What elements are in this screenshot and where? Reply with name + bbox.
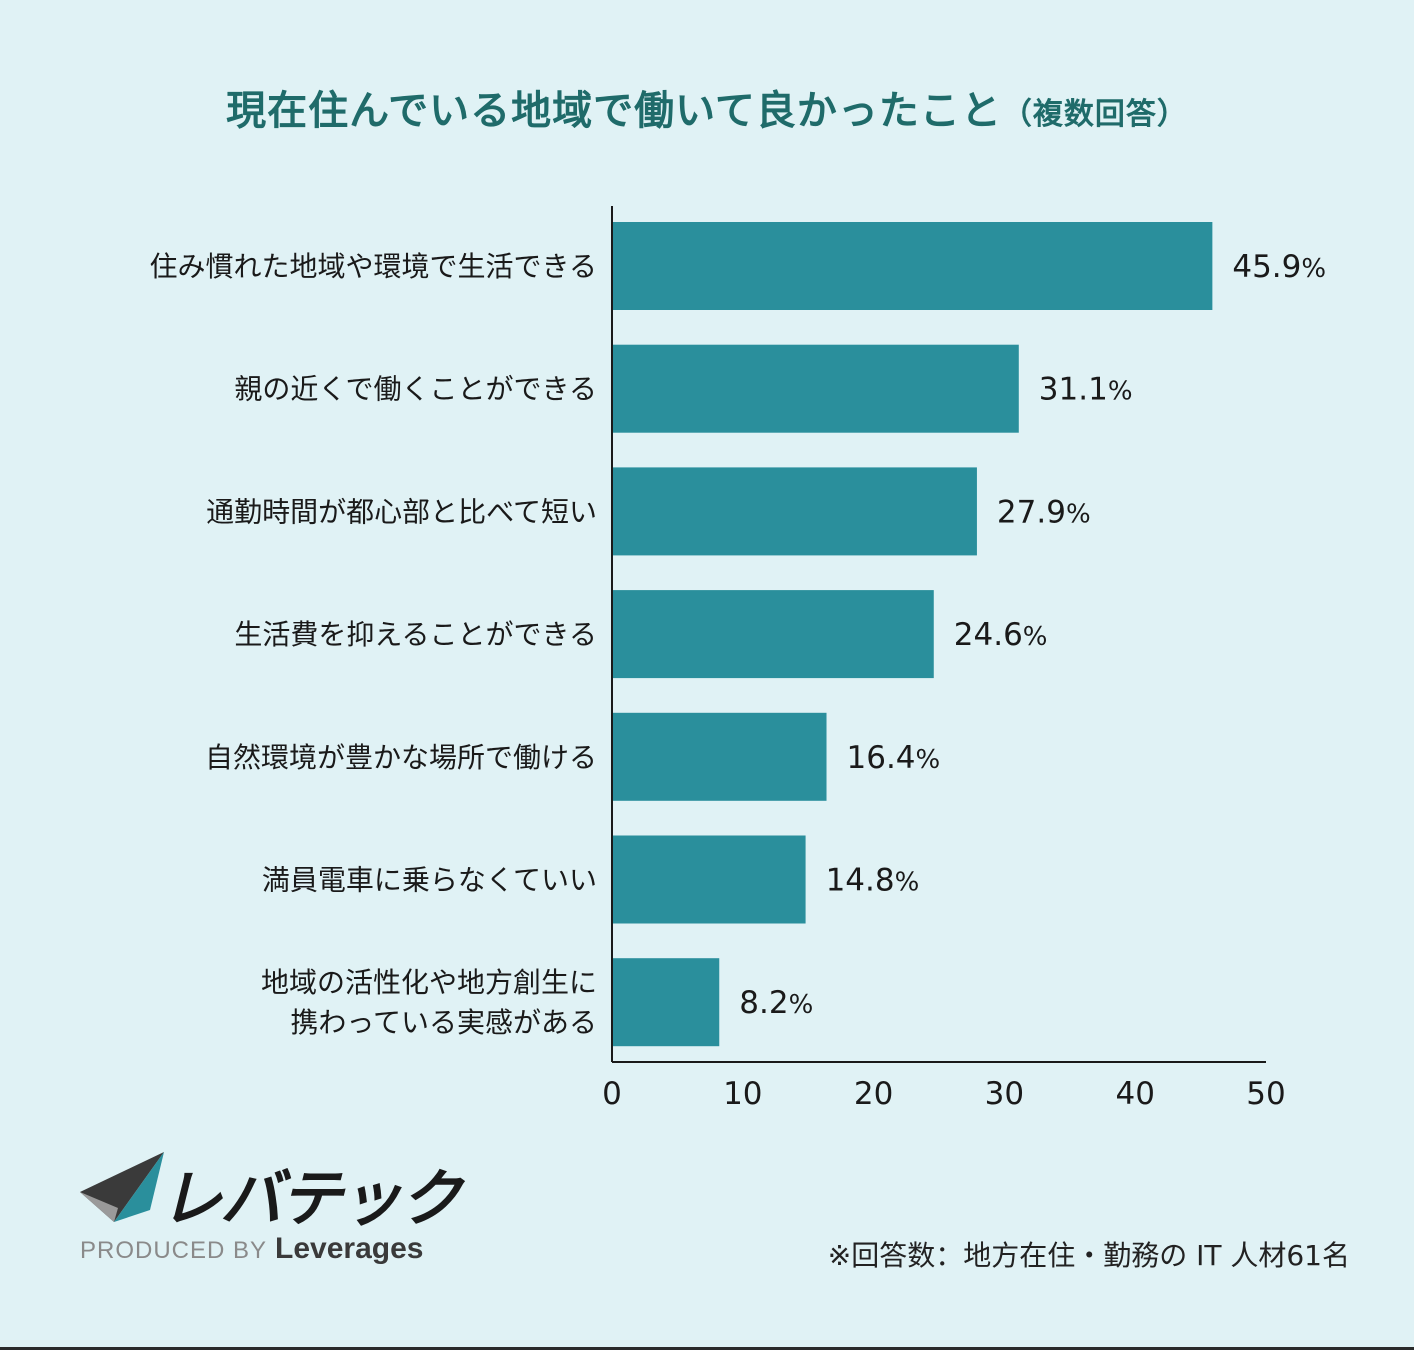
category-label-0: 住み慣れた地域や環境で生活できる xyxy=(150,250,597,283)
category-label-5: 満員電車に乗らなくていい xyxy=(262,864,597,897)
bar-6 xyxy=(612,958,720,1047)
value-label-3: 24.6% xyxy=(954,617,1048,653)
brand-name: Leverages xyxy=(275,1232,424,1265)
produced-by-line: PRODUCED BY Leverages xyxy=(80,1232,423,1266)
bar-chart: 住み慣れた地域や環境で生活できる 45.9% 親の近くで働くことができる 31.1% 通… xyxy=(150,206,1326,1112)
logo-grey-shape xyxy=(80,1192,118,1222)
footnote: ※回答数：地方在住・勤務の IT 人材61名 xyxy=(827,1239,1350,1272)
category-label-3: 生活費を抑えることができる xyxy=(234,618,597,651)
bar-2 xyxy=(612,467,977,556)
category-label-4: 自然環境が豊かな場所で働ける xyxy=(205,741,597,774)
x-tick-label-20: 20 xyxy=(854,1076,893,1112)
bar-1 xyxy=(612,344,1019,433)
chart-title-main: 現在住んでいる地域で働いて良かったこと xyxy=(226,88,1002,134)
value-label-0: 45.9% xyxy=(1232,249,1326,285)
value-label-5: 14.8% xyxy=(826,863,920,899)
x-tick-label-30: 30 xyxy=(985,1076,1024,1112)
chart-title-sub: （複数回答） xyxy=(1001,97,1188,132)
value-label-1: 31.1% xyxy=(1039,372,1133,408)
leverages-logo-mark xyxy=(80,1152,164,1222)
bottom-divider xyxy=(0,1347,1414,1350)
x-tick-label-50: 50 xyxy=(1246,1076,1285,1112)
bar-3 xyxy=(612,590,934,679)
category-label-6-line-1: 携わっている実感がある xyxy=(290,1006,597,1039)
category-label-1: 親の近くで働くことができる xyxy=(234,373,597,406)
value-label-4: 16.4% xyxy=(847,740,941,776)
category-label-2: 通勤時間が都心部と比べて短い xyxy=(206,495,597,528)
x-tick-label-40: 40 xyxy=(1115,1076,1154,1112)
x-tick-label-10: 10 xyxy=(723,1076,762,1112)
logo-wordmark: レバテック xyxy=(160,1162,462,1235)
x-tick-label-0: 0 xyxy=(602,1076,622,1112)
bar-5 xyxy=(612,835,806,924)
value-label-2: 27.9% xyxy=(997,494,1091,530)
value-label-6: 8.2% xyxy=(739,985,813,1021)
category-label-6-line-0: 地域の活性化や地方創生に xyxy=(261,966,597,999)
bar-0 xyxy=(612,222,1213,310)
logo-teal-shape xyxy=(114,1152,164,1222)
produced-by-text: PRODUCED BY xyxy=(80,1237,268,1264)
bar-4 xyxy=(612,712,827,801)
chart-title: 現在住んでいる地域で働いて良かったこと（複数回答） xyxy=(0,78,1414,136)
